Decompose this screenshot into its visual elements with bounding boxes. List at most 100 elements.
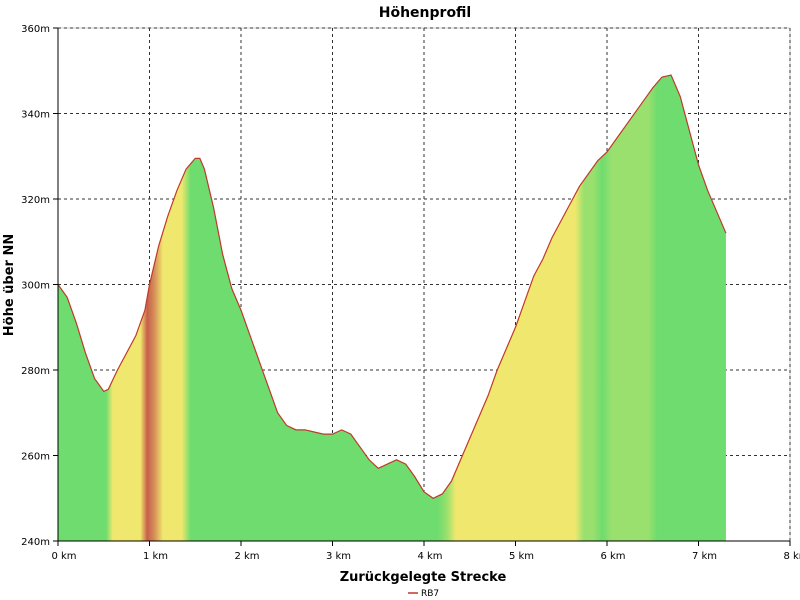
- data-point: [387, 463, 388, 464]
- data-point: [268, 387, 269, 388]
- x-tick-label: 2 km: [234, 551, 259, 562]
- data-point: [126, 352, 127, 353]
- data-point: [204, 168, 205, 169]
- x-tick-label: 3 km: [326, 551, 351, 562]
- data-point: [405, 463, 406, 464]
- data-point: [108, 389, 109, 390]
- data-point: [67, 297, 68, 298]
- data-point: [277, 412, 278, 413]
- x-tick-label: 8 km: [783, 551, 800, 562]
- data-point: [76, 322, 77, 323]
- y-tick-label: 340m: [21, 110, 50, 121]
- data-point: [680, 96, 681, 97]
- data-point: [423, 491, 424, 492]
- data-point: [250, 335, 251, 336]
- data-point: [616, 139, 617, 140]
- y-tick-label: 240m: [21, 537, 50, 548]
- data-point: [135, 335, 136, 336]
- data-point: [725, 233, 726, 234]
- data-point: [213, 207, 214, 208]
- data-point: [670, 74, 671, 75]
- data-point: [149, 284, 150, 285]
- data-point: [570, 203, 571, 204]
- data-point: [359, 446, 360, 447]
- y-tick-label: 280m: [21, 366, 50, 377]
- data-point: [369, 459, 370, 460]
- data-point: [167, 216, 168, 217]
- y-tick-label: 300m: [21, 281, 50, 292]
- y-axis-label: Höhe über NN: [2, 234, 17, 336]
- chart-title: Höhenprofil: [379, 5, 471, 21]
- data-point: [433, 498, 434, 499]
- data-point: [304, 429, 305, 430]
- data-point: [460, 459, 461, 460]
- data-point: [85, 352, 86, 353]
- elevation-area-fill: [58, 75, 726, 542]
- data-point: [332, 434, 333, 435]
- data-point: [597, 160, 598, 161]
- data-point: [497, 369, 498, 370]
- data-point: [314, 431, 315, 432]
- x-tick-label: 7 km: [692, 551, 717, 562]
- data-point: [199, 158, 200, 159]
- data-point: [414, 476, 415, 477]
- x-tick-label: 4 km: [417, 551, 442, 562]
- data-point: [117, 369, 118, 370]
- chart-axes: 0 km 1 km 2 km 3 km 4 km 5 km 6 km 7 km 8 km 240m…: [21, 24, 800, 562]
- data-point: [661, 77, 662, 78]
- data-point: [341, 429, 342, 430]
- data-point: [94, 378, 95, 379]
- x-tick-label: 5 km: [509, 551, 534, 562]
- x-tick-label: 0 km: [51, 551, 76, 562]
- data-point: [176, 190, 177, 191]
- data-point: [625, 126, 626, 127]
- data-point: [103, 391, 104, 392]
- data-point: [524, 301, 525, 302]
- data-point: [533, 275, 534, 276]
- x-axis-label: Zurückgelegte Strecke: [340, 570, 507, 585]
- data-point: [561, 220, 562, 221]
- data-point: [195, 158, 196, 159]
- data-point: [588, 173, 589, 174]
- x-tick-label: 6 km: [600, 551, 625, 562]
- data-point: [396, 459, 397, 460]
- y-tick-label: 260m: [21, 452, 50, 463]
- data-point: [634, 113, 635, 114]
- data-point: [186, 168, 187, 169]
- data-point: [579, 186, 580, 187]
- y-tick-label: 320m: [21, 195, 50, 206]
- data-point: [652, 87, 653, 88]
- data-point: [259, 361, 260, 362]
- data-point: [643, 100, 644, 101]
- y-tick-label: 360m: [21, 24, 50, 35]
- data-point: [295, 429, 296, 430]
- data-point: [144, 310, 145, 311]
- series-line-rb7: [57, 74, 727, 499]
- data-point: [240, 310, 241, 311]
- data-point: [378, 468, 379, 469]
- data-point: [350, 434, 351, 435]
- data-point: [707, 190, 708, 191]
- data-point: [231, 288, 232, 289]
- data-point: [542, 258, 543, 259]
- data-point: [716, 211, 717, 212]
- data-point: [442, 493, 443, 494]
- data-point: [689, 130, 690, 131]
- data-point: [286, 425, 287, 426]
- data-point: [515, 327, 516, 328]
- data-point: [478, 416, 479, 417]
- data-point: [698, 164, 699, 165]
- plot-area: [57, 74, 727, 542]
- x-tick-label: 1 km: [143, 551, 168, 562]
- data-point: [487, 395, 488, 396]
- data-point: [222, 254, 223, 255]
- data-point: [606, 151, 607, 152]
- data-point: [158, 245, 159, 246]
- data-point: [552, 237, 553, 238]
- legend-label: RB7: [421, 589, 439, 599]
- legend: RB7: [408, 589, 439, 599]
- data-point: [506, 348, 507, 349]
- data-point: [451, 481, 452, 482]
- data-point: [323, 434, 324, 435]
